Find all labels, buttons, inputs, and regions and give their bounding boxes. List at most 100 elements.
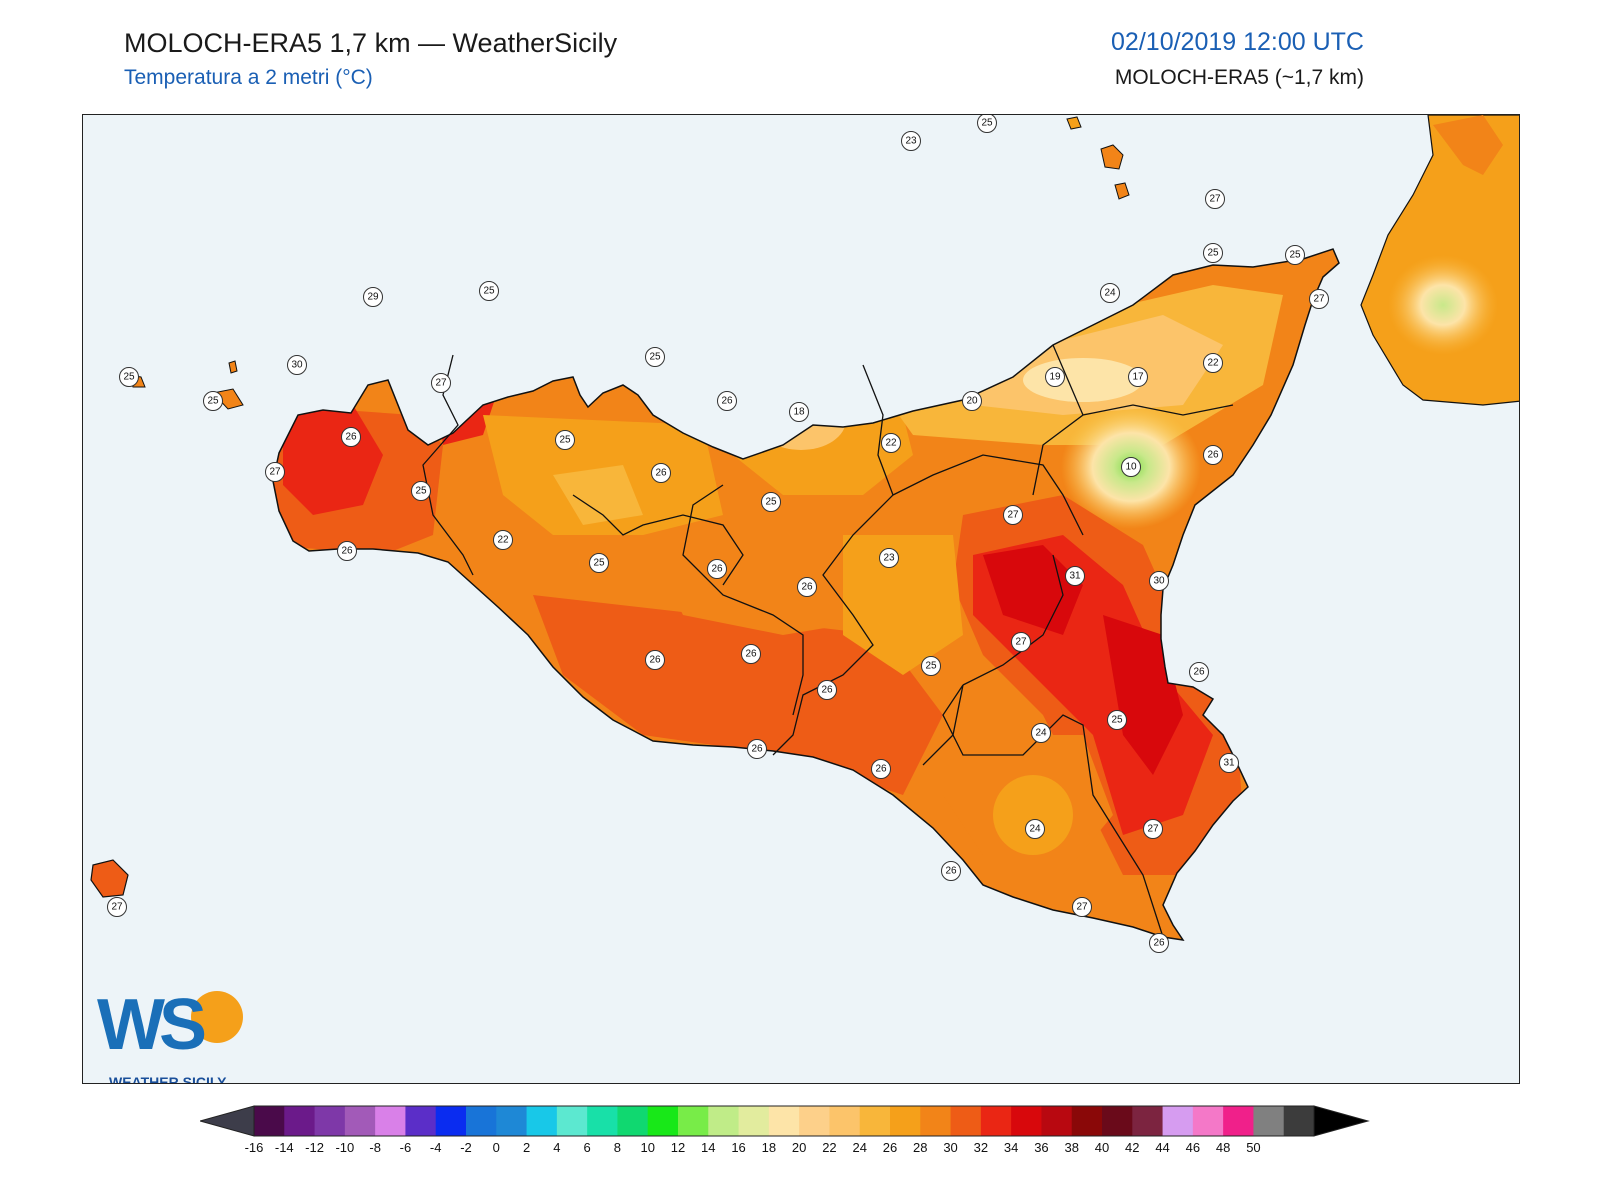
station-value: 23 bbox=[905, 136, 917, 147]
station-value: 17 bbox=[1132, 372, 1144, 383]
station-value: 25 bbox=[123, 372, 135, 383]
colorbar-segment bbox=[738, 1106, 770, 1136]
station-value: 25 bbox=[1111, 715, 1123, 726]
colorbar-tick-label: 12 bbox=[671, 1140, 685, 1155]
station-value: 25 bbox=[649, 352, 661, 363]
station-value: 26 bbox=[341, 546, 353, 557]
station-marker: 10 bbox=[1121, 457, 1141, 477]
colorbar-segment bbox=[556, 1106, 588, 1136]
colorbar-segment bbox=[1253, 1106, 1285, 1136]
station-value: 30 bbox=[291, 360, 303, 371]
station-marker: 20 bbox=[962, 391, 982, 411]
station-marker: 27 bbox=[1205, 189, 1225, 209]
station-value: 25 bbox=[925, 661, 937, 672]
station-marker: 27 bbox=[1003, 505, 1023, 525]
colorbar-segment bbox=[1011, 1106, 1042, 1136]
station-marker: 26 bbox=[817, 680, 837, 700]
station-marker: 26 bbox=[941, 861, 961, 881]
station-marker: 24 bbox=[1031, 723, 1051, 743]
station-marker: 26 bbox=[1149, 933, 1169, 953]
station-value: 27 bbox=[111, 902, 123, 913]
colorbar-tick-label: -12 bbox=[305, 1140, 324, 1155]
station-marker: 19 bbox=[1045, 367, 1065, 387]
vulcano bbox=[1114, 182, 1130, 200]
station-marker: 25 bbox=[411, 481, 431, 501]
colorbar-tick-label: 44 bbox=[1155, 1140, 1169, 1155]
station-value: 25 bbox=[981, 118, 993, 129]
station-marker: 27 bbox=[107, 897, 127, 917]
colorbar-tick-label: 18 bbox=[762, 1140, 776, 1155]
station-marker: 27 bbox=[1309, 289, 1329, 309]
sicily-coastline bbox=[272, 248, 1340, 941]
station-marker: 25 bbox=[977, 115, 997, 133]
station-value: 26 bbox=[801, 582, 813, 593]
station-value: 26 bbox=[649, 655, 661, 666]
station-marker: 25 bbox=[1203, 243, 1223, 263]
station-value: 27 bbox=[435, 378, 447, 389]
station-marker: 23 bbox=[901, 131, 921, 151]
salina bbox=[1066, 116, 1082, 130]
station-marker: 25 bbox=[921, 656, 941, 676]
colorbar-segment bbox=[466, 1106, 497, 1136]
colorbar-segment bbox=[435, 1106, 467, 1136]
map-frame[interactable]: 25 25 23 25 29 25 27 25 24 27 25 30 27 25 19 17 22 26 18 20… bbox=[82, 114, 1520, 1084]
model-label: MOLOCH-ERA5 (~1,7 km) bbox=[1114, 66, 1364, 89]
colorbar-segment bbox=[314, 1106, 346, 1136]
colorbar-segment bbox=[678, 1106, 709, 1136]
calabria-land bbox=[1360, 115, 1519, 406]
colorbar-tick-label: -2 bbox=[460, 1140, 472, 1155]
station-value: 26 bbox=[721, 396, 733, 407]
station-value: 26 bbox=[745, 649, 757, 660]
station-marker: 26 bbox=[651, 463, 671, 483]
colorbar-tick-label: 36 bbox=[1034, 1140, 1048, 1155]
station-value: 27 bbox=[1076, 902, 1088, 913]
station-marker: 30 bbox=[287, 355, 307, 375]
station-value: 26 bbox=[655, 468, 667, 479]
pantelleria bbox=[90, 859, 129, 898]
islands bbox=[90, 116, 1130, 898]
colorbar-tick-label: 48 bbox=[1216, 1140, 1230, 1155]
station-value: 24 bbox=[1035, 728, 1047, 739]
station-marker: 26 bbox=[707, 559, 727, 579]
colorbar-segment bbox=[708, 1106, 740, 1136]
station-value: 27 bbox=[1007, 510, 1019, 521]
colorbar-segment bbox=[980, 1106, 1012, 1136]
map-title: MOLOCH-ERA5 1,7 km — WeatherSicily bbox=[124, 28, 618, 58]
station-marker: 26 bbox=[741, 644, 761, 664]
station-value: 31 bbox=[1223, 758, 1235, 769]
colorbar-segment bbox=[1071, 1106, 1103, 1136]
colorbar-segment bbox=[1162, 1106, 1194, 1136]
colorbar-tick-label: -16 bbox=[245, 1140, 264, 1155]
colorbar-segment bbox=[254, 1106, 285, 1136]
colorbar-tick-label: 24 bbox=[852, 1140, 866, 1155]
station-marker: 24 bbox=[1100, 283, 1120, 303]
weathersicily-logo: WS WEATHER SICILY bbox=[97, 983, 257, 1083]
station-marker: 26 bbox=[797, 577, 817, 597]
station-marker: 26 bbox=[645, 650, 665, 670]
station-marker: 25 bbox=[555, 430, 575, 450]
station-value: 25 bbox=[559, 435, 571, 446]
station-marker: 27 bbox=[265, 462, 285, 482]
lipari bbox=[1100, 144, 1124, 170]
sicily-temperature-map: 25 25 23 25 29 25 27 25 24 27 25 30 27 25 19 17 22 26 18 20… bbox=[83, 115, 1519, 1083]
station-value: 23 bbox=[883, 553, 895, 564]
colorbar-segment bbox=[1223, 1106, 1254, 1136]
colorbar-segment bbox=[859, 1106, 891, 1136]
colorbar-segment bbox=[1132, 1106, 1164, 1136]
station-marker: 27 bbox=[431, 373, 451, 393]
temperature-colorbar: -16 -14 -12 -10 -8 -6 -4 -2 0 2 4 6 8 10 12 14 16 18 20 22 2… bbox=[198, 1102, 1400, 1167]
station-markers: 25 25 23 25 29 25 27 25 24 27 25 30 27 25 19 17 22 26 18 20… bbox=[107, 115, 1329, 953]
station-marker: 27 bbox=[1011, 632, 1031, 652]
station-value: 24 bbox=[1029, 824, 1041, 835]
station-marker: 22 bbox=[881, 433, 901, 453]
colorbar-tick-label: 2 bbox=[523, 1140, 530, 1155]
colorbar-tick-label: -4 bbox=[430, 1140, 442, 1155]
colorbar-tick-label: 42 bbox=[1125, 1140, 1139, 1155]
colorbar-segment bbox=[344, 1106, 376, 1136]
station-value: 25 bbox=[207, 396, 219, 407]
station-value: 27 bbox=[1015, 637, 1027, 648]
colorbar-segment bbox=[647, 1106, 679, 1136]
colorbar-segment bbox=[284, 1106, 316, 1136]
colorbar-segment bbox=[768, 1106, 800, 1136]
station-value: 26 bbox=[875, 764, 887, 775]
